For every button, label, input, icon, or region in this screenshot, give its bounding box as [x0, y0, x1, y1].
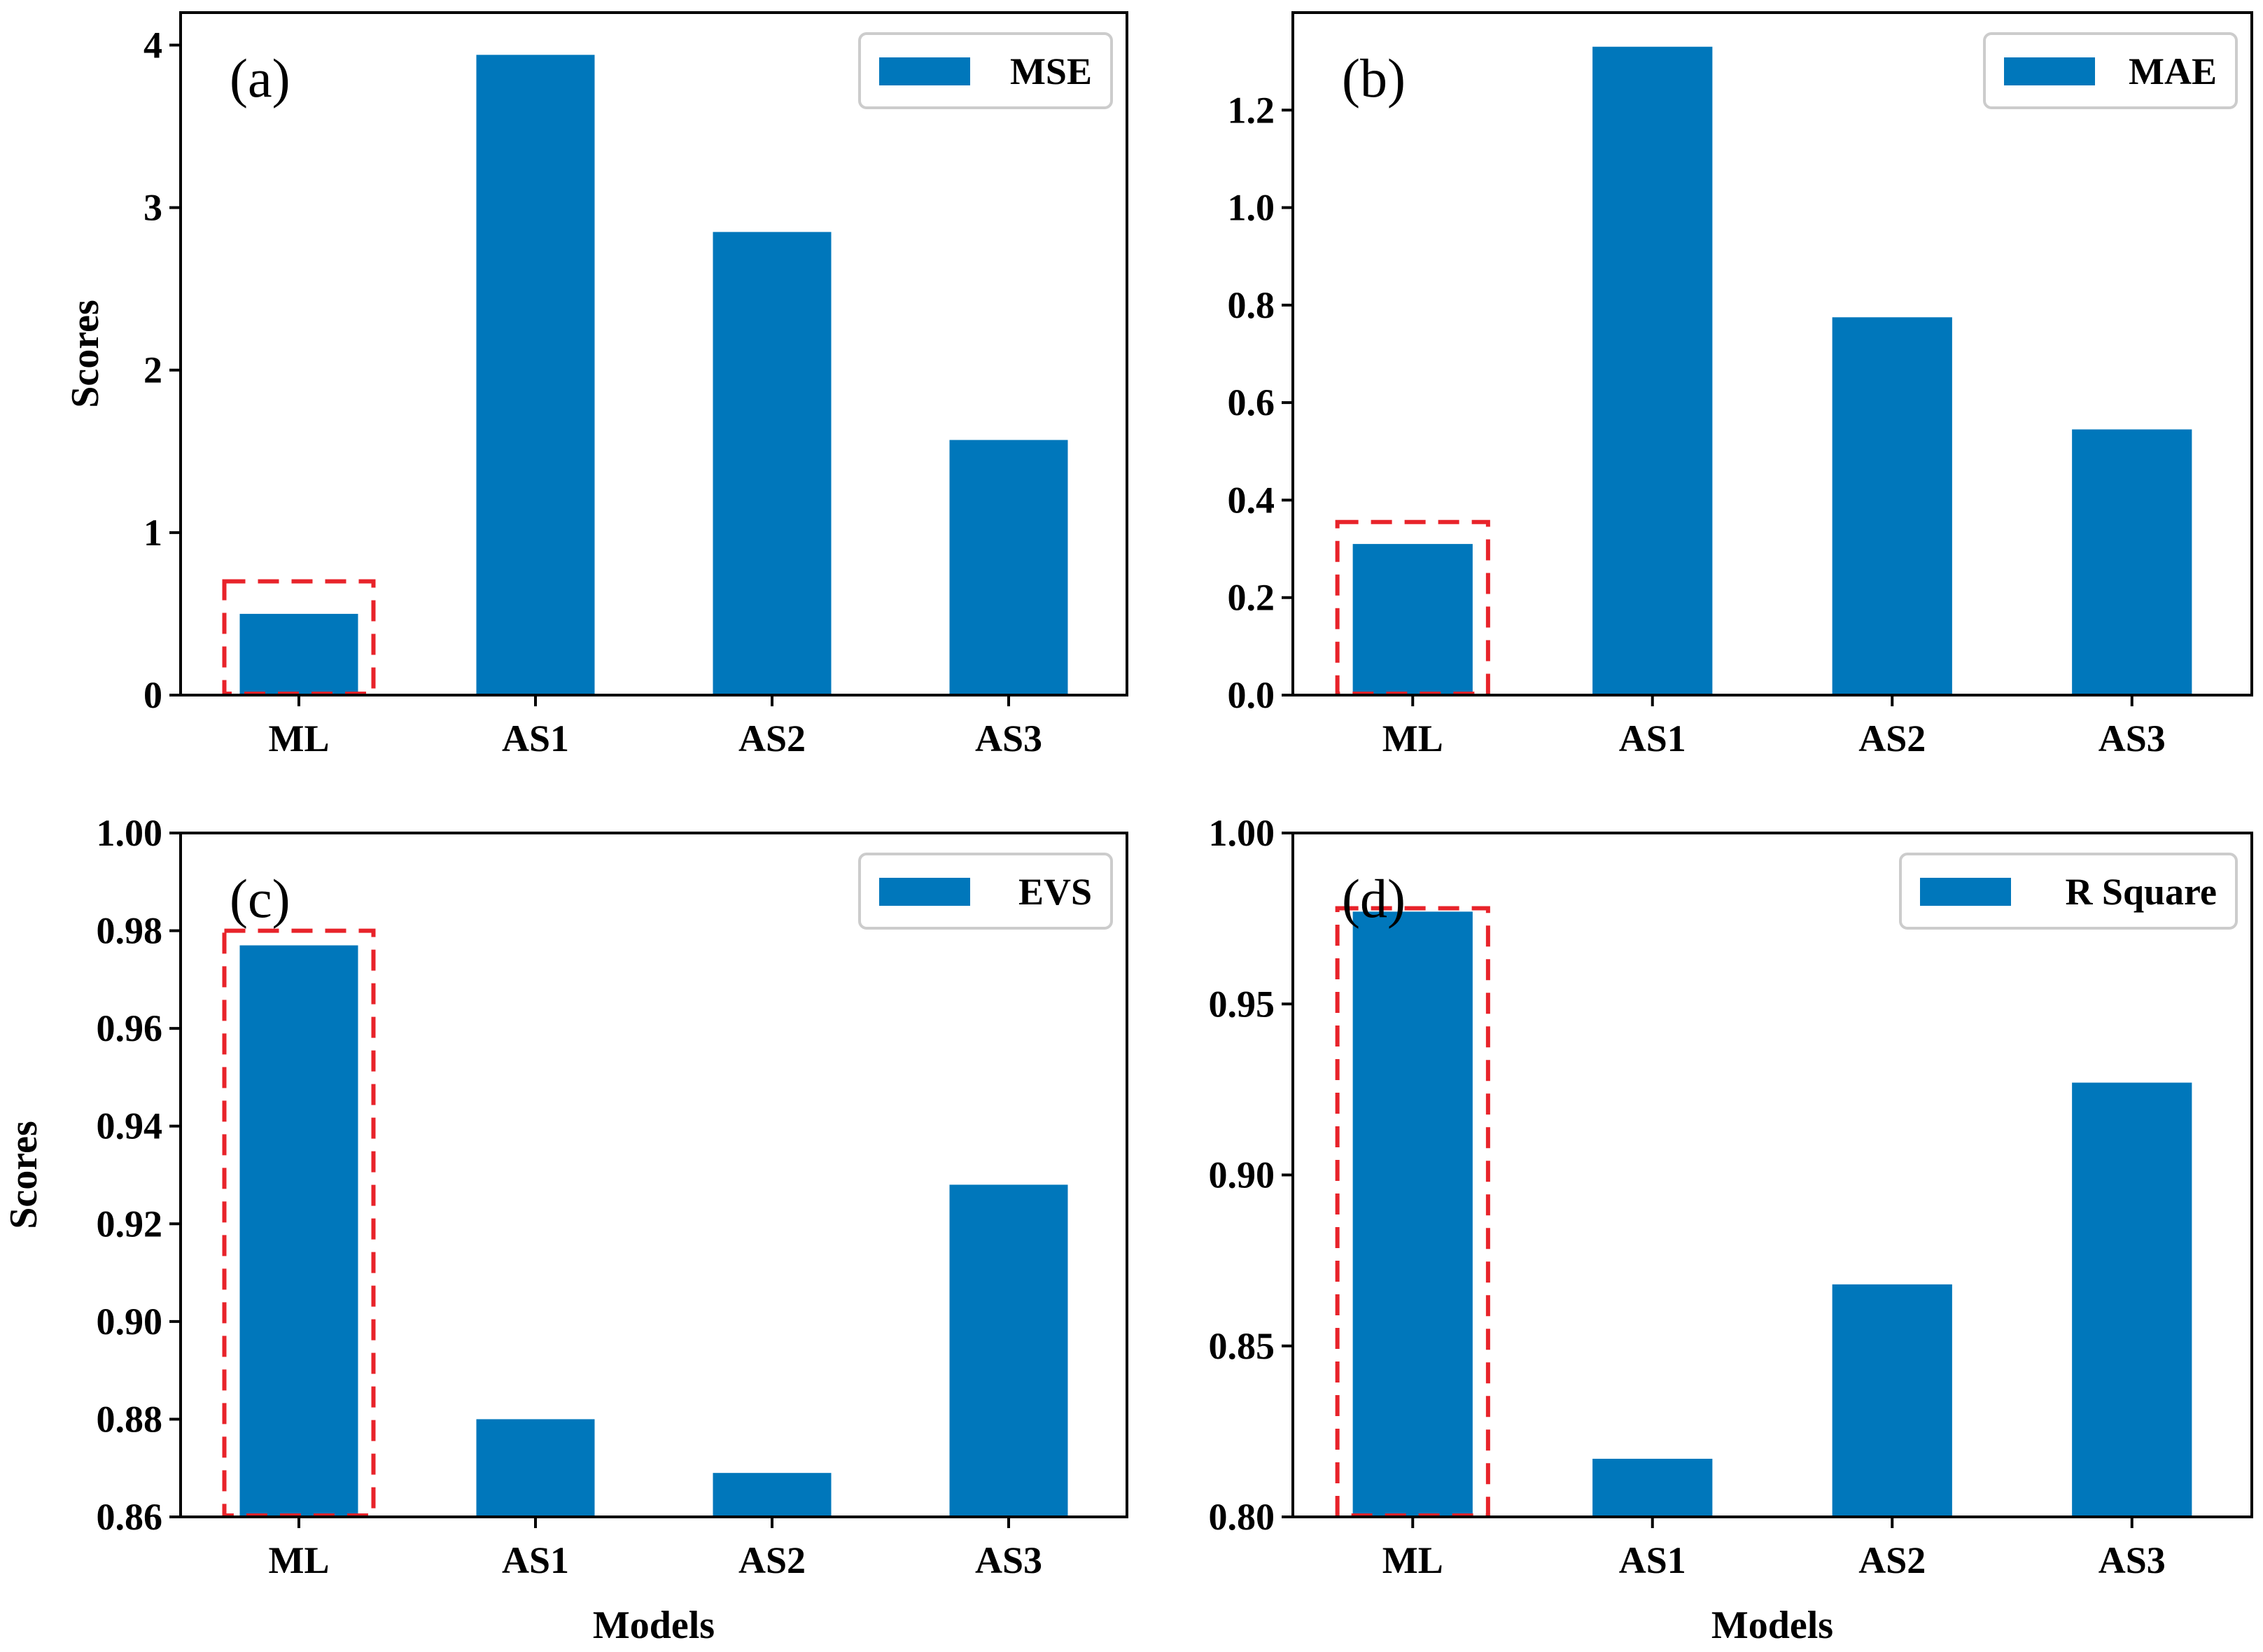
xtick-label-b-as3: AS3 — [2099, 718, 2166, 760]
xtick-label-a-as2: AS2 — [738, 718, 806, 760]
xtick-label-b-as2: AS2 — [1858, 718, 1926, 760]
xtick-label-a-as3: AS3 — [975, 718, 1042, 760]
bar-c-as3 — [949, 1184, 1068, 1517]
legend-label-b: MAE — [2129, 50, 2217, 92]
panel-label-d: (d) — [1342, 868, 1406, 929]
axes-frame-b — [1291, 11, 2253, 696]
ytick-label-a: 0 — [143, 674, 162, 716]
xtick-label-b-ml: ML — [1382, 718, 1443, 760]
legend-label-d: R Square — [2065, 871, 2217, 913]
bar-d-as1 — [1592, 1458, 1713, 1517]
legend-box-b — [1983, 32, 2238, 109]
ytick-label-b: 0.2 — [1228, 577, 1275, 619]
ytick-label-c: 0.96 — [97, 1007, 163, 1049]
legend-box-d — [1899, 853, 2238, 930]
ytick-label-d: 0.80 — [1209, 1496, 1275, 1538]
xtick-label-a-as1: AS1 — [502, 718, 569, 760]
y-axis-label-a: Scores — [64, 300, 107, 408]
bar-a-ml — [239, 613, 358, 695]
highlight-box-d — [1335, 906, 1490, 1518]
ytick-label-d: 0.95 — [1209, 983, 1275, 1025]
xtick-label-d-ml: ML — [1382, 1539, 1443, 1581]
xtick-label-d-as2: AS2 — [1858, 1539, 1926, 1581]
legend-swatch-d — [1920, 878, 2011, 906]
bar-d-as2 — [1832, 1284, 1952, 1517]
panel-label-c: (c) — [230, 868, 290, 929]
bar-a-as2 — [713, 232, 832, 696]
bar-b-as2 — [1832, 317, 1952, 696]
xtick-label-c-ml: ML — [269, 1539, 330, 1581]
bar-a-as3 — [949, 440, 1068, 695]
bar-b-as3 — [2072, 429, 2192, 695]
bar-d-ml — [1352, 911, 1473, 1517]
ytick-label-d: 0.85 — [1209, 1325, 1275, 1367]
xtick-label-c-as2: AS2 — [738, 1539, 806, 1581]
ytick-label-c: 0.92 — [97, 1203, 163, 1245]
legend-label-a: MSE — [1010, 50, 1092, 92]
axes-frame-a — [179, 11, 1128, 696]
xtick-label-c-as3: AS3 — [975, 1539, 1042, 1581]
bar-d-as3 — [2072, 1082, 2192, 1517]
panel-a: 0 1 2 3 4 ML AS1 AS2 AS3 Scores (a) MSE — [64, 11, 1128, 760]
bar-b-ml — [1352, 544, 1473, 695]
x-axis-label-d: Models — [1711, 1604, 1833, 1647]
panel-b: 0.0 0.2 0.4 0.6 0.8 1.0 1.2 ML AS1 AS2 AS3 (b) MAE — [1228, 11, 2253, 760]
highlight-box-b — [1335, 519, 1490, 696]
legend-swatch-a — [879, 57, 970, 85]
ytick-label-a: 3 — [143, 187, 162, 229]
bar-c-as2 — [713, 1473, 832, 1517]
xtick-label-c-as1: AS1 — [502, 1539, 569, 1581]
ytick-label-c: 0.86 — [97, 1496, 163, 1538]
ytick-label-d: 1.00 — [1209, 812, 1275, 854]
legend-swatch-c — [879, 878, 970, 906]
ytick-label-c: 1.00 — [97, 812, 163, 854]
panel-label-a: (a) — [230, 48, 290, 108]
ytick-label-a: 1 — [143, 512, 162, 554]
panel-c: 0.86 0.88 0.90 0.92 0.94 0.96 0.98 1.00 ML AS1 AS2… — [2, 812, 1128, 1647]
xtick-label-b-as1: AS1 — [1619, 718, 1686, 760]
axes-frame-c — [179, 832, 1128, 1518]
bar-b-as1 — [1592, 46, 1713, 695]
ytick-label-c: 0.98 — [97, 910, 163, 952]
bar-a-as1 — [476, 55, 595, 696]
x-axis-label-c: Models — [593, 1604, 715, 1647]
legend-box-a — [858, 32, 1113, 109]
legend-swatch-b — [2004, 57, 2095, 85]
ytick-label-b: 0.0 — [1228, 674, 1275, 716]
ytick-label-b: 1.2 — [1228, 89, 1275, 131]
xtick-label-d-as1: AS1 — [1619, 1539, 1686, 1581]
ytick-label-c: 0.94 — [97, 1105, 163, 1147]
ytick-label-b: 0.4 — [1228, 479, 1275, 521]
ytick-label-b: 0.6 — [1228, 382, 1275, 424]
bar-c-as1 — [476, 1419, 595, 1517]
ytick-label-c: 0.90 — [97, 1301, 163, 1343]
panel-label-b: (b) — [1342, 48, 1406, 108]
ytick-label-c: 0.88 — [97, 1398, 163, 1440]
legend-label-c: EVS — [1018, 871, 1092, 913]
panel-d: 0.80 0.85 0.90 0.95 1.00 ML AS1 AS2 AS3 Models (d)… — [1209, 812, 2253, 1647]
xtick-label-a-ml: ML — [269, 718, 330, 760]
legend-box-c — [858, 853, 1113, 930]
ytick-label-a: 2 — [143, 349, 162, 391]
ytick-label-a: 4 — [143, 24, 162, 66]
ytick-label-b: 0.8 — [1228, 284, 1275, 326]
ytick-label-b: 1.0 — [1228, 187, 1275, 229]
y-axis-label-c: Scores — [2, 1121, 45, 1229]
ytick-label-d: 0.90 — [1209, 1154, 1275, 1196]
xtick-label-d-as3: AS3 — [2099, 1539, 2166, 1581]
bar-c-ml — [239, 945, 358, 1517]
